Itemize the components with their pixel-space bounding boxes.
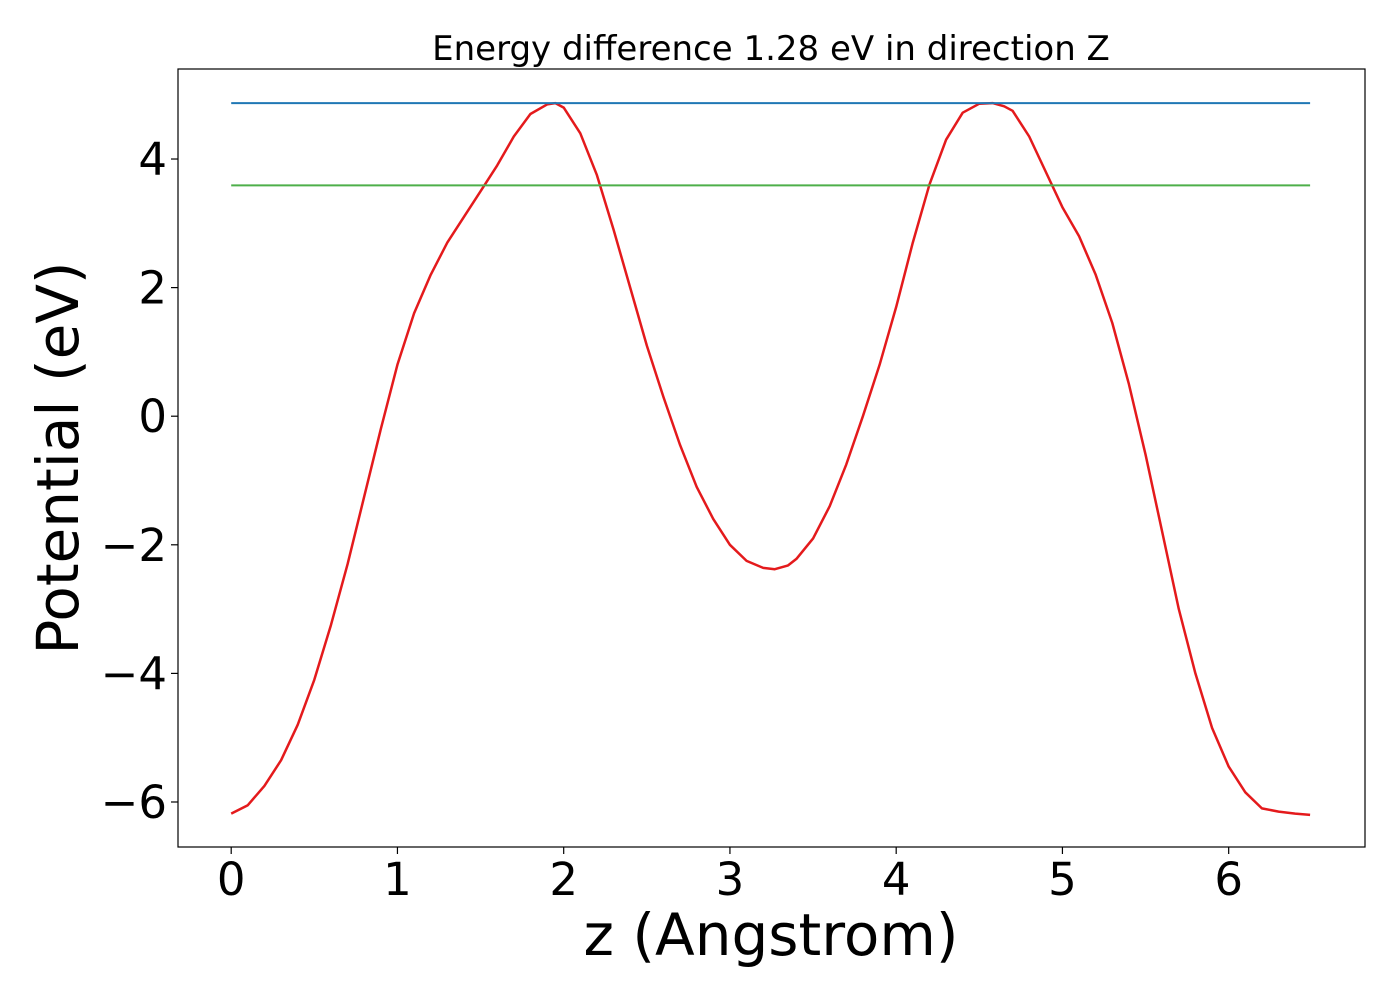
- x-axis: 0 1 2 3 4 5 6: [217, 847, 1243, 906]
- x-tick-label: 3: [716, 853, 745, 906]
- y-tick-label: −6: [101, 776, 167, 829]
- potential-curve: [230, 101, 1311, 817]
- y-tick-label: 0: [138, 390, 167, 443]
- y-axis: −6 −4 −2 0 2 4: [101, 133, 178, 829]
- x-tick-label: 4: [882, 853, 911, 906]
- x-tick-label: 5: [1048, 853, 1077, 906]
- y-axis-label: Potential (eV): [24, 261, 92, 654]
- y-tick-label: −4: [101, 647, 167, 700]
- x-tick-label: 6: [1214, 853, 1243, 906]
- plot-area: [230, 101, 1311, 817]
- x-tick-label: 0: [217, 853, 246, 906]
- y-tick-label: 2: [138, 262, 167, 315]
- chart-title: Energy difference 1.28 eV in direction Z: [432, 29, 1110, 69]
- x-tick-label: 2: [549, 853, 578, 906]
- y-tick-label: −2: [101, 519, 167, 572]
- x-axis-label: z (Angstrom): [584, 901, 959, 969]
- y-tick-label: 4: [138, 133, 167, 186]
- plot-frame: [177, 68, 1366, 848]
- x-tick-label: 1: [383, 853, 412, 906]
